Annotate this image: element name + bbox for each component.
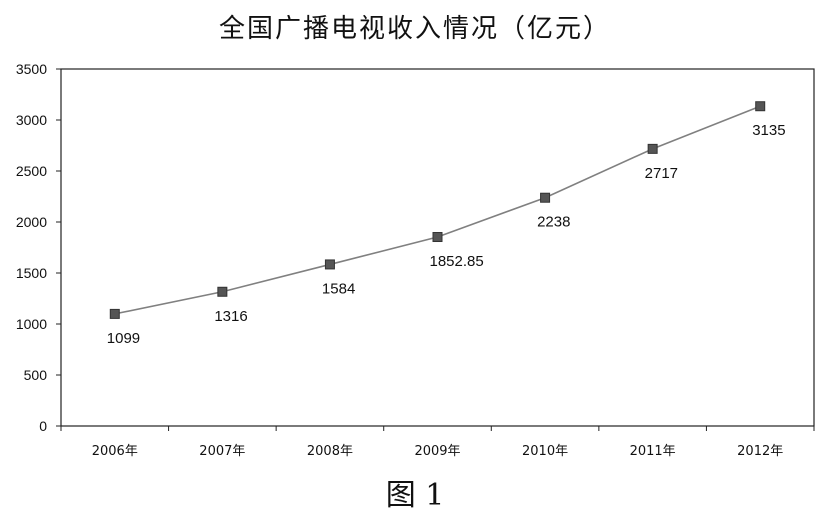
x-tick-label: 2008年 xyxy=(307,444,353,459)
data-label: 1099 xyxy=(107,330,140,347)
y-tick-label: 3500 xyxy=(16,61,47,77)
x-tick-label: 2012年 xyxy=(737,444,783,459)
x-axis-ticks: 2006年 2007年 2008年 2009年 2010年 2011年 2012年 xyxy=(60,426,815,459)
series-markers xyxy=(109,101,766,319)
chart-axes xyxy=(60,68,815,427)
y-tick-label: 1000 xyxy=(16,316,47,332)
x-tick-label: 2010年 xyxy=(522,444,568,459)
y-tick-label: 3000 xyxy=(16,112,47,128)
y-tick-label: 500 xyxy=(24,367,48,383)
series-revenue xyxy=(114,105,761,315)
data-point xyxy=(647,143,658,154)
chart-title: 全国广播电视收入情况（亿元） xyxy=(218,14,611,44)
data-label: 1852.85 xyxy=(430,253,484,270)
plot-frame xyxy=(60,68,815,427)
y-tick-label: 0 xyxy=(39,418,47,434)
data-point xyxy=(324,259,335,270)
data-labels: 1099 1316 1584 1852.85 2238 2717 3135 xyxy=(107,122,786,347)
data-label: 3135 xyxy=(752,122,785,139)
x-tick-label: 2011年 xyxy=(630,444,676,459)
data-label: 1584 xyxy=(322,280,355,297)
data-label: 2717 xyxy=(645,165,678,182)
data-label: 2238 xyxy=(537,214,570,231)
data-point xyxy=(432,232,443,243)
y-tick-label: 1500 xyxy=(16,265,47,281)
data-point xyxy=(109,308,120,319)
data-point xyxy=(755,101,766,112)
figure-caption: 图 1 xyxy=(385,478,445,513)
data-label: 1316 xyxy=(214,308,247,325)
series-line xyxy=(114,105,761,315)
y-axis-ticks: 0 500 1000 1500 2000 2500 3000 3500 xyxy=(16,61,61,434)
data-point xyxy=(540,192,551,203)
y-tick-label: 2500 xyxy=(16,163,47,179)
data-point xyxy=(217,286,228,297)
y-tick-label: 2000 xyxy=(16,214,47,230)
x-tick-label: 2009年 xyxy=(414,444,460,459)
x-tick-label: 2007年 xyxy=(199,444,245,459)
x-tick-label: 2006年 xyxy=(92,444,138,459)
